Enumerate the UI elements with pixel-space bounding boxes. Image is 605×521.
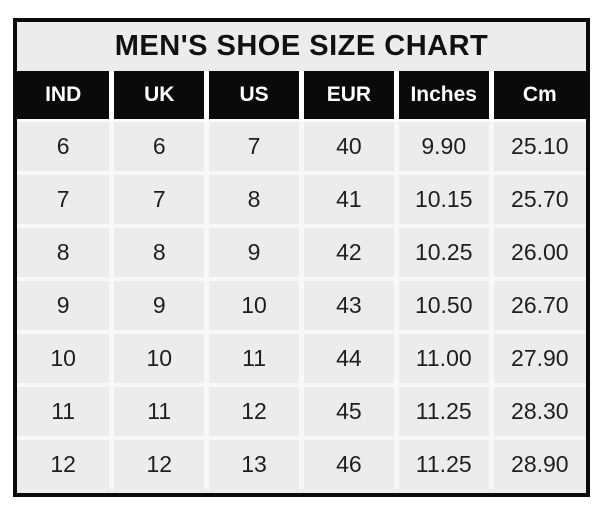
table-cell: 11 (109, 383, 207, 438)
table-row: 6 6 7 40 9.90 25.10 (17, 120, 586, 173)
table-body: 6 6 7 40 9.90 25.10 7 7 8 41 10.15 25.70 8 8 9 42 10.25 2… (17, 120, 586, 489)
column-header: US (204, 71, 302, 122)
table-row: 8 8 9 42 10.25 26.00 (17, 224, 586, 279)
table-cell: 7 (17, 171, 112, 226)
column-header: Cm (488, 71, 586, 122)
table-cell: 8 (109, 224, 207, 279)
table-cell: 6 (109, 120, 207, 173)
shoe-size-chart: MEN'S SHOE SIZE CHART IND UK US EUR Inches Cm… (13, 18, 590, 497)
table-cell: 12 (109, 436, 207, 489)
table-cell: 11 (204, 330, 302, 385)
column-header: UK (109, 71, 207, 122)
table-cell: 26.70 (488, 277, 586, 332)
column-header: EUR (298, 71, 397, 122)
table-cell: 28.30 (488, 383, 586, 438)
column-header: Inches (393, 71, 492, 122)
table-cell: 10.15 (393, 171, 492, 226)
table-row: 12 12 13 46 11.25 28.90 (17, 436, 586, 489)
table-cell: 12 (17, 436, 112, 489)
table-cell: 13 (204, 436, 302, 489)
table-cell: 42 (298, 224, 397, 279)
table-header: IND UK US EUR Inches Cm (17, 71, 586, 122)
table-row: 11 11 12 45 11.25 28.30 (17, 383, 586, 438)
table-cell: 12 (204, 383, 302, 438)
table-cell: 43 (298, 277, 397, 332)
table-cell: 41 (298, 171, 397, 226)
table-cell: 25.10 (488, 120, 586, 173)
table-cell: 45 (298, 383, 397, 438)
table-cell: 25.70 (488, 171, 586, 226)
size-table: IND UK US EUR Inches Cm 6 6 7 40 9.90 25.10 7 7 8 41 10… (17, 71, 586, 489)
table-cell: 11.25 (393, 436, 492, 489)
table-cell: 26.00 (488, 224, 586, 279)
chart-title: MEN'S SHOE SIZE CHART (17, 22, 586, 71)
table-cell: 10.25 (393, 224, 492, 279)
header-row: IND UK US EUR Inches Cm (17, 71, 586, 122)
table-cell: 7 (109, 171, 207, 226)
table-cell: 9.90 (393, 120, 492, 173)
table-cell: 7 (204, 120, 302, 173)
table-row: 7 7 8 41 10.15 25.70 (17, 171, 586, 226)
table-cell: 9 (204, 224, 302, 279)
table-cell: 9 (109, 277, 207, 332)
table-cell: 11.00 (393, 330, 492, 385)
table-cell: 9 (17, 277, 112, 332)
table-row: 9 9 10 43 10.50 26.70 (17, 277, 586, 332)
table-row: 10 10 11 44 11.00 27.90 (17, 330, 586, 385)
column-header: IND (17, 71, 112, 122)
table-cell: 10 (17, 330, 112, 385)
table-cell: 44 (298, 330, 397, 385)
table-cell: 8 (204, 171, 302, 226)
table-cell: 40 (298, 120, 397, 173)
table-cell: 11.25 (393, 383, 492, 438)
table-cell: 11 (17, 383, 112, 438)
table-cell: 28.90 (488, 436, 586, 489)
table-cell: 10 (204, 277, 302, 332)
table-cell: 10.50 (393, 277, 492, 332)
table-cell: 27.90 (488, 330, 586, 385)
table-cell: 6 (17, 120, 112, 173)
table-cell: 46 (298, 436, 397, 489)
table-cell: 8 (17, 224, 112, 279)
table-cell: 10 (109, 330, 207, 385)
